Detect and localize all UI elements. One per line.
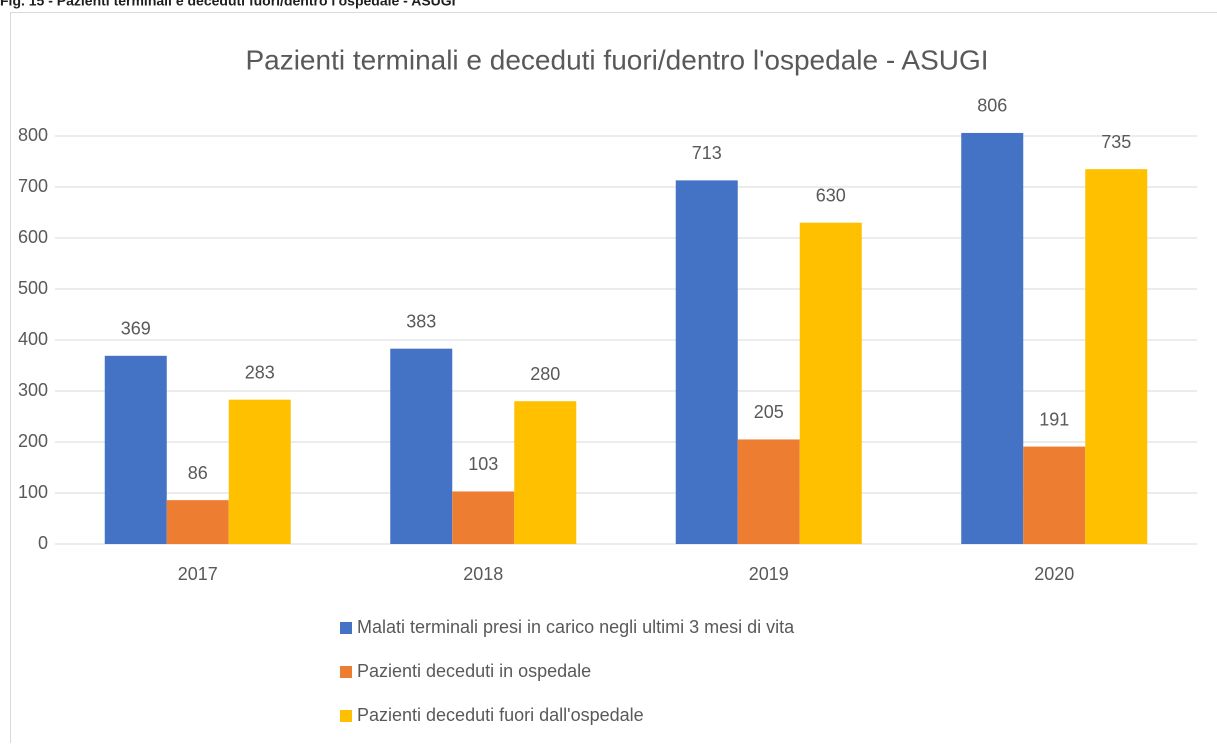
legend-label: Pazienti deceduti fuori dall'ospedale [357,705,644,725]
data-label: 369 [121,319,151,339]
y-tick-label: 100 [18,482,48,502]
y-tick-label: 600 [18,227,48,247]
legend-swatch [340,666,352,678]
y-tick-label: 0 [38,533,48,553]
x-tick-label: 2017 [178,564,218,584]
legend-swatch [340,710,352,722]
bar [1023,447,1085,544]
y-tick-label: 300 [18,380,48,400]
data-label: 86 [188,463,208,483]
bar [452,491,514,544]
bar [229,400,291,544]
data-label: 103 [468,454,498,474]
data-label: 280 [530,364,560,384]
data-label: 735 [1101,132,1131,152]
bar [738,439,800,544]
bar [800,223,862,544]
bar [105,356,167,544]
bar [390,349,452,544]
legend-swatch [340,622,352,634]
data-label: 383 [406,311,436,331]
y-tick-label: 400 [18,329,48,349]
bar [676,180,738,544]
bar [167,500,229,544]
bar [1085,169,1147,544]
figure-caption: Fig. 15 - Pazienti terminali e deceduti … [0,0,456,9]
data-label: 630 [816,185,846,205]
data-label: 713 [692,143,722,163]
y-tick-label: 800 [18,125,48,145]
x-tick-label: 2020 [1034,564,1074,584]
data-label: 205 [754,402,784,422]
chart-title: Pazienti terminali e deceduti fuori/dent… [245,44,988,75]
bar [961,133,1023,544]
y-tick-label: 700 [18,176,48,196]
x-tick-label: 2019 [749,564,789,584]
bar [514,401,576,544]
data-label: 806 [977,96,1007,116]
legend-label: Pazienti deceduti in ospedale [357,661,591,681]
y-tick-label: 500 [18,278,48,298]
data-label: 283 [245,362,275,382]
legend-label: Malati terminali presi in carico negli u… [357,617,795,637]
data-label: 191 [1039,409,1069,429]
y-tick-label: 200 [18,431,48,451]
x-tick-label: 2018 [463,564,503,584]
